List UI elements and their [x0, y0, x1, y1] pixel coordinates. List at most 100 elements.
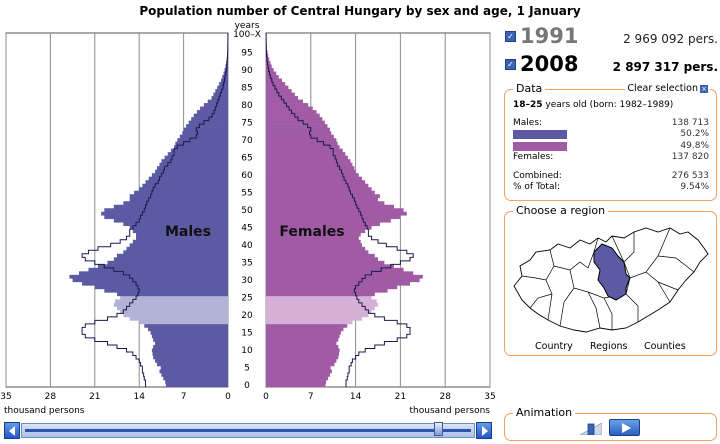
age-tick-label: 30: [241, 276, 253, 286]
hungary-region-map[interactable]: [508, 222, 713, 340]
checkbox-icon[interactable]: ✓: [505, 31, 516, 42]
bar-female-2008: [266, 166, 355, 170]
map-central-hungary-region[interactable]: [593, 243, 631, 301]
bar-male-2008: [139, 187, 228, 192]
bar-female-2008: [266, 201, 385, 206]
speed-slider-icon[interactable]: [580, 421, 602, 435]
region-option-regions[interactable]: Regions: [590, 341, 628, 352]
bar-male-2008: [191, 117, 228, 121]
bar-female-2008: [266, 176, 362, 181]
bar-female-2008: [266, 281, 410, 286]
bar-male-2008: [183, 127, 228, 132]
bar-female-2008: [266, 362, 335, 367]
bar-male-2008: [151, 348, 228, 353]
year-label: 2008: [520, 52, 579, 76]
checkbox-icon[interactable]: ✓: [505, 59, 516, 70]
pct-value: 9.54%: [680, 182, 709, 192]
bar-female-2008: [266, 341, 337, 346]
next-year-button[interactable]: [476, 422, 492, 439]
timeline-thumb[interactable]: [434, 422, 443, 436]
bar-female-2008: [266, 169, 356, 174]
bar-female-2008: [266, 64, 272, 69]
outline-layer: [81, 33, 414, 387]
females-label: Females:: [513, 152, 554, 162]
region-panel: Choose a region Country Regions Counties: [504, 204, 717, 356]
bar-male-2008: [134, 190, 228, 195]
bar-female-2008: [266, 379, 327, 384]
bar-female-2008: [266, 124, 328, 128]
bar-female-2008: [266, 302, 378, 307]
x-tick-label-left: 14: [133, 392, 145, 402]
bar-male-2008: [163, 376, 228, 381]
bar-male-2008: [153, 344, 228, 349]
year-toggle-1991[interactable]: ✓ 1991 2 969 092 pers.: [505, 24, 720, 48]
selected-age-suffix: years old (born: 1982–1989): [542, 100, 674, 110]
clear-selection-button[interactable]: Clear selection ×: [625, 83, 710, 94]
map-county-borders: [521, 227, 695, 330]
x-tick-label-left: 28: [45, 392, 57, 402]
age-tick-label: 75: [241, 118, 252, 128]
previous-year-button[interactable]: [4, 422, 20, 439]
close-icon[interactable]: ×: [700, 84, 708, 93]
region-option-country[interactable]: Country: [535, 341, 573, 352]
year-timeline-slider[interactable]: [4, 422, 492, 439]
age-tick-label: 95: [241, 48, 252, 58]
bar-male-2008: [155, 169, 228, 174]
x-tick-label-right: 7: [308, 392, 314, 402]
bar-female-2008: [266, 337, 339, 342]
x-tick-label-left: 0: [225, 392, 231, 402]
males-label: Males:: [513, 118, 543, 128]
bar-male-2008: [101, 211, 228, 216]
bar-female-2008: [266, 89, 292, 93]
bar-male-2008: [164, 155, 228, 160]
bar-male-2008: [148, 327, 228, 332]
bar-female-2008: [266, 323, 348, 328]
outline-female-1991: [265, 33, 414, 387]
bar-male-2008: [132, 239, 228, 244]
timeline-track[interactable]: [21, 423, 475, 438]
age-tick-label: 40: [241, 241, 253, 251]
bar-male-2008: [165, 383, 228, 388]
bar-female-2008: [266, 285, 398, 290]
bar-male-2008: [123, 313, 228, 318]
bar-male-2008: [82, 281, 228, 286]
bar-male-2008: [107, 260, 228, 265]
bar-male-2008: [115, 299, 228, 304]
bar-female-2008: [266, 96, 298, 100]
selected-age-range: 18–25: [513, 100, 543, 110]
bar-female-2008: [266, 57, 270, 62]
play-button[interactable]: [609, 419, 640, 436]
bar-female-2008: [266, 243, 362, 248]
bar-female-2008: [266, 152, 346, 156]
bar-male-2008: [113, 302, 228, 307]
bar-male-2008: [156, 166, 228, 170]
bar-male-2008: [113, 204, 228, 209]
bar-male-2008: [120, 309, 228, 314]
animation-panel: Animation: [504, 406, 717, 441]
bar-female-2008: [266, 344, 339, 349]
bar-male-2008: [211, 96, 228, 100]
year-toggle-2008[interactable]: ✓ 2008 2 897 317 pers.: [505, 52, 720, 76]
age-tick-label: 60: [241, 171, 253, 181]
age-tick-label: 85: [241, 83, 252, 93]
age-tick-label: 25: [241, 294, 252, 304]
bar-male-2008: [69, 274, 228, 279]
age-tick-label: 65: [241, 153, 252, 163]
bar-female-2008: [266, 372, 330, 377]
bar-female-2008: [266, 229, 366, 234]
bar-female-2008: [266, 103, 309, 107]
selected-age-line: 18–25 years old (born: 1982–1989): [513, 100, 673, 110]
series-label-females: Females: [279, 224, 344, 240]
bar-male-2008: [193, 113, 228, 118]
male-swatch: [513, 130, 567, 139]
bar-male-2008: [142, 183, 228, 188]
bar-male-2008: [188, 120, 228, 125]
bar-male-2008: [139, 320, 228, 325]
bar-male-2008: [182, 131, 228, 135]
region-option-counties[interactable]: Counties: [644, 341, 686, 352]
y-axis-label: years: [235, 21, 260, 31]
bar-male-2008: [144, 323, 228, 328]
bar-female-2008: [266, 208, 404, 213]
